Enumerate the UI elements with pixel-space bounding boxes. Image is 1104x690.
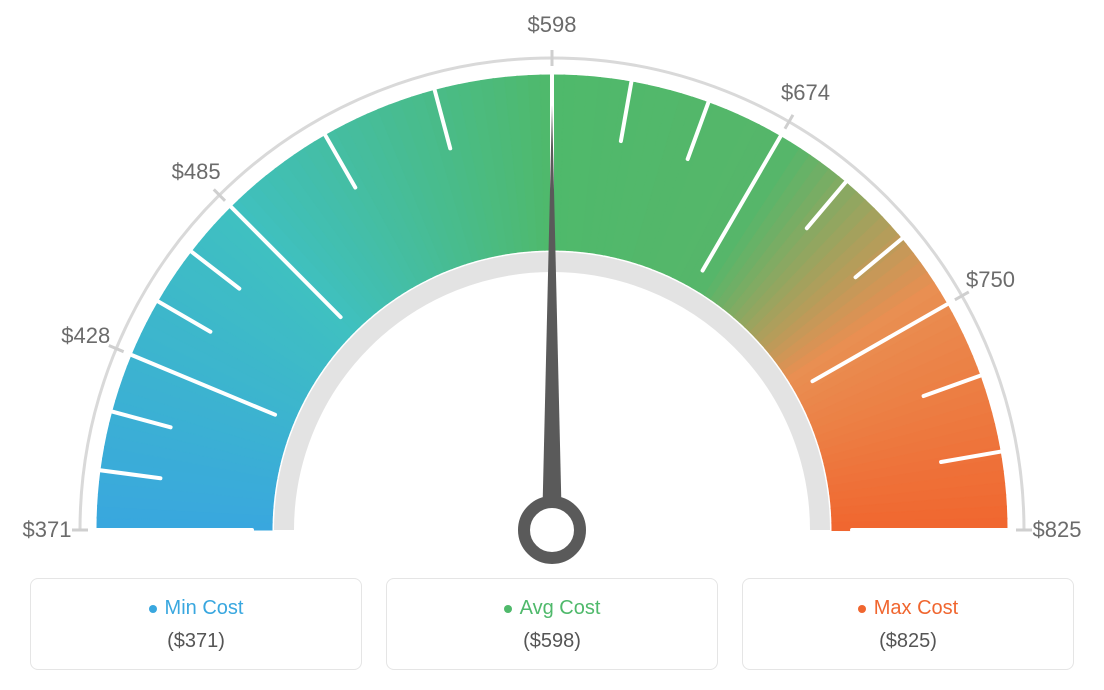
- gauge-tick-label: $485: [172, 159, 221, 185]
- legend-card-min: Min Cost ($371): [30, 578, 362, 670]
- legend-value-avg: ($598): [397, 630, 707, 653]
- legend-label-avg: Avg Cost: [520, 597, 601, 620]
- legend-label-min: Min Cost: [165, 597, 244, 620]
- legend-dot-max: [858, 605, 866, 613]
- legend-value-min: ($371): [41, 630, 351, 653]
- cost-gauge-chart: $371 $428 $485 $598 $674 $750 $825: [0, 0, 1104, 570]
- legend-value-max: ($825): [753, 630, 1063, 653]
- gauge-tick-label: $428: [61, 323, 110, 349]
- legend-card-max: Max Cost ($825): [742, 578, 1074, 670]
- legend-label-max: Max Cost: [874, 597, 958, 620]
- legend-card-avg: Avg Cost ($598): [386, 578, 718, 670]
- gauge-svg: [0, 0, 1104, 570]
- legend-dot-avg: [504, 605, 512, 613]
- gauge-tick-label: $750: [966, 267, 1015, 293]
- legend-row: Min Cost ($371) Avg Cost ($598) Max Cost…: [30, 578, 1074, 670]
- gauge-tick-label: $598: [528, 12, 577, 38]
- legend-dot-min: [149, 605, 157, 613]
- gauge-tick-label: $825: [1033, 517, 1082, 543]
- gauge-tick-label: $371: [23, 517, 72, 543]
- gauge-tick-label: $674: [781, 80, 830, 106]
